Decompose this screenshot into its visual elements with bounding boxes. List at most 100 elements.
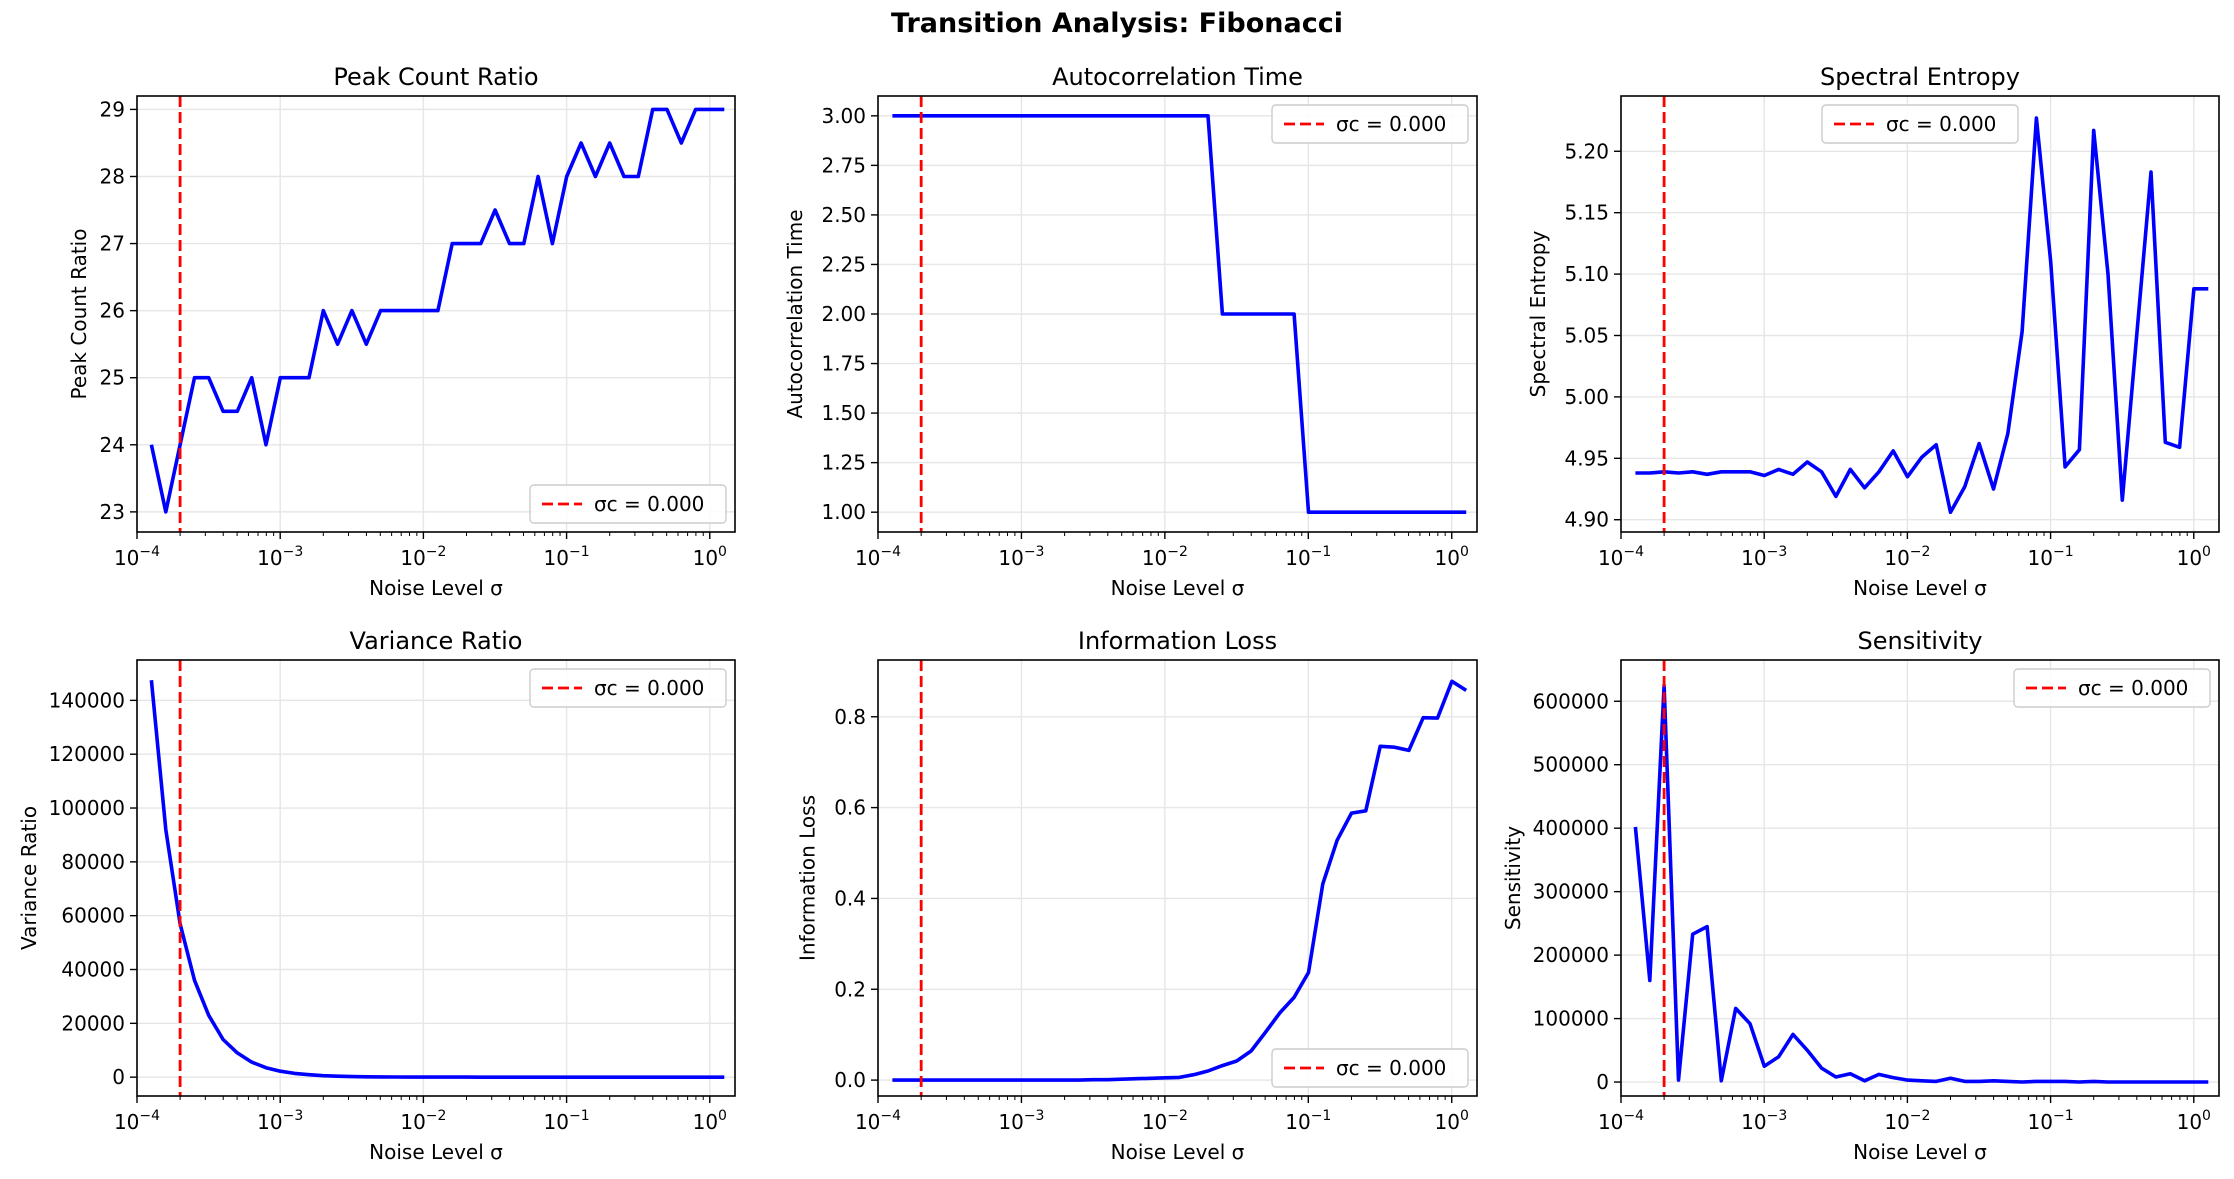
grid-lines [1620, 96, 2219, 532]
chart-title: Variance Ratio [350, 627, 523, 655]
y-tick-label: 1.25 [821, 451, 866, 475]
legend-label: σc = 0.000 [1886, 112, 1996, 136]
x-tick-label: 10−3 [1741, 1108, 1787, 1134]
y-ticks: 4.90 4.95 5.00 5.05 5.10 5.15 5.20 [1564, 139, 1621, 532]
x-tick-label: 10−4 [855, 544, 901, 570]
y-axis-label: Information Loss [796, 795, 820, 961]
chart-title: Spectral Entropy [1820, 63, 2020, 91]
x-tick-label: 10−1 [1285, 544, 1331, 570]
y-tick-label: 24 [100, 433, 125, 457]
y-tick-label: 2.25 [821, 252, 866, 276]
y-tick-label: 25 [100, 366, 125, 390]
y-tick-label: 100000 [49, 796, 125, 820]
legend-box [529, 668, 727, 708]
series-line [1635, 116, 2209, 515]
y-ticks: 0.0 0.2 0.4 0.6 0.8 [834, 705, 878, 1092]
y-tick-label: 4.95 [1564, 446, 1609, 470]
x-tick-label: 10−2 [1884, 544, 1930, 570]
y-axis-label: Spectral Entropy [1526, 231, 1550, 398]
y-axis-label: Autocorrelation Time [783, 209, 807, 418]
chart-panel-1: 10−4 10−3 10−2 10−1 100 23 24 25 26 27 28 29 Peak Co… [67, 63, 736, 600]
axes-frame [136, 659, 736, 1097]
x-tick-label: 10−3 [998, 544, 1044, 570]
x-tick-label: 10−2 [400, 1108, 446, 1134]
legend-box [529, 484, 727, 524]
y-ticks: 0 100000 200000 300000 400000 500000 600000 [1533, 689, 1621, 1094]
chart-panel-4: 10−4 10−3 10−2 10−1 100 0 20000 40000 60000 80000… [17, 627, 736, 1164]
legend: σc = 0.000 [529, 484, 727, 524]
y-tick-label: 0.2 [834, 977, 866, 1001]
x-axis-label: Noise Level σ [369, 576, 503, 600]
legend-box [1821, 104, 2019, 144]
x-tick-label: 10−4 [114, 544, 160, 570]
y-tick-label: 27 [100, 232, 125, 256]
grid-lines [1620, 660, 2219, 1096]
grid-lines [877, 96, 1477, 532]
x-tick-label: 100 [1435, 1108, 1469, 1134]
x-tick-label: 10−4 [1598, 1108, 1644, 1134]
chart-title: Autocorrelation Time [1052, 63, 1303, 91]
grid-lines [877, 660, 1477, 1096]
x-axis-label: Noise Level σ [369, 1140, 503, 1164]
y-tick-label: 400000 [1533, 816, 1609, 840]
chart-title: Peak Count Ratio [333, 63, 538, 91]
y-tick-label: 60000 [61, 904, 125, 928]
y-tick-label: 23 [100, 500, 125, 524]
axes-frame [1620, 95, 2220, 533]
y-ticks: 0 20000 40000 60000 80000 100000 120000 140000 [49, 688, 137, 1089]
grid-lines [136, 660, 735, 1096]
legend-label: σc = 0.000 [594, 492, 704, 516]
x-tick-label: 10−1 [2028, 1108, 2074, 1134]
y-tick-label: 140000 [49, 688, 125, 712]
x-tick-label: 10−3 [257, 1108, 303, 1134]
x-tick-label: 10−1 [1285, 1108, 1331, 1134]
x-ticks: 10−4 10−3 10−2 10−1 100 [1598, 532, 2211, 570]
legend-label: σc = 0.000 [594, 676, 704, 700]
x-ticks: 10−4 10−3 10−2 10−1 100 [114, 532, 727, 570]
x-tick-label: 10−3 [1741, 544, 1787, 570]
legend: σc = 0.000 [2013, 668, 2211, 708]
x-axis-label: Noise Level σ [1853, 1140, 1987, 1164]
x-ticks: 10−4 10−3 10−2 10−1 100 [855, 532, 1469, 570]
y-tick-label: 0.0 [834, 1068, 866, 1092]
y-tick-label: 5.20 [1564, 139, 1609, 163]
y-tick-label: 28 [100, 164, 125, 188]
y-tick-label: 120000 [49, 742, 125, 766]
chart-title: Information Loss [1078, 627, 1277, 655]
chart-panel-6: 10−4 10−3 10−2 10−1 100 0 100000 200000 300000 40… [1501, 627, 2220, 1164]
x-axis-label: Noise Level σ [1111, 1140, 1245, 1164]
x-tick-label: 100 [693, 544, 727, 570]
axes-frame [877, 659, 1478, 1097]
y-ticks: 23 24 25 26 27 28 29 [100, 97, 137, 524]
x-tick-label: 10−2 [400, 544, 446, 570]
legend: σc = 0.000 [529, 668, 727, 708]
y-tick-label: 100000 [1533, 1007, 1609, 1031]
x-tick-label: 100 [2177, 544, 2211, 570]
y-tick-label: 0.6 [834, 796, 866, 820]
x-tick-label: 10−2 [1142, 1108, 1188, 1134]
chart-panel-3: 10−4 10−3 10−2 10−1 100 4.90 4.95 5.00 5.05 5.10 5… [1526, 63, 2220, 600]
x-axis-label: Noise Level σ [1853, 576, 1987, 600]
legend-label: σc = 0.000 [1336, 112, 1446, 136]
x-tick-label: 10−4 [114, 1108, 160, 1134]
axes-frame [1620, 659, 2220, 1097]
y-ticks: 1.00 1.25 1.50 1.75 2.00 2.25 2.50 2.75 3.00 [821, 104, 878, 524]
x-tick-label: 10−4 [855, 1108, 901, 1134]
x-tick-label: 10−3 [998, 1108, 1044, 1134]
y-tick-label: 5.00 [1564, 385, 1609, 409]
y-tick-label: 20000 [61, 1011, 125, 1035]
y-tick-label: 0 [1596, 1070, 1609, 1094]
x-tick-label: 100 [693, 1108, 727, 1134]
x-ticks: 10−4 10−3 10−2 10−1 100 [855, 1096, 1469, 1134]
chart-title: Sensitivity [1858, 627, 1983, 655]
y-tick-label: 29 [100, 97, 125, 121]
legend-box [2013, 668, 2211, 708]
y-tick-label: 0.4 [834, 886, 866, 910]
chart-panel-2: 10−4 10−3 10−2 10−1 100 1.00 1.25 1.50 1.75 2.00 2… [783, 63, 1478, 600]
y-axis-label: Sensitivity [1501, 826, 1525, 930]
axes-frame [136, 95, 736, 533]
x-tick-label: 100 [2177, 1108, 2211, 1134]
legend-label: σc = 0.000 [2078, 676, 2188, 700]
